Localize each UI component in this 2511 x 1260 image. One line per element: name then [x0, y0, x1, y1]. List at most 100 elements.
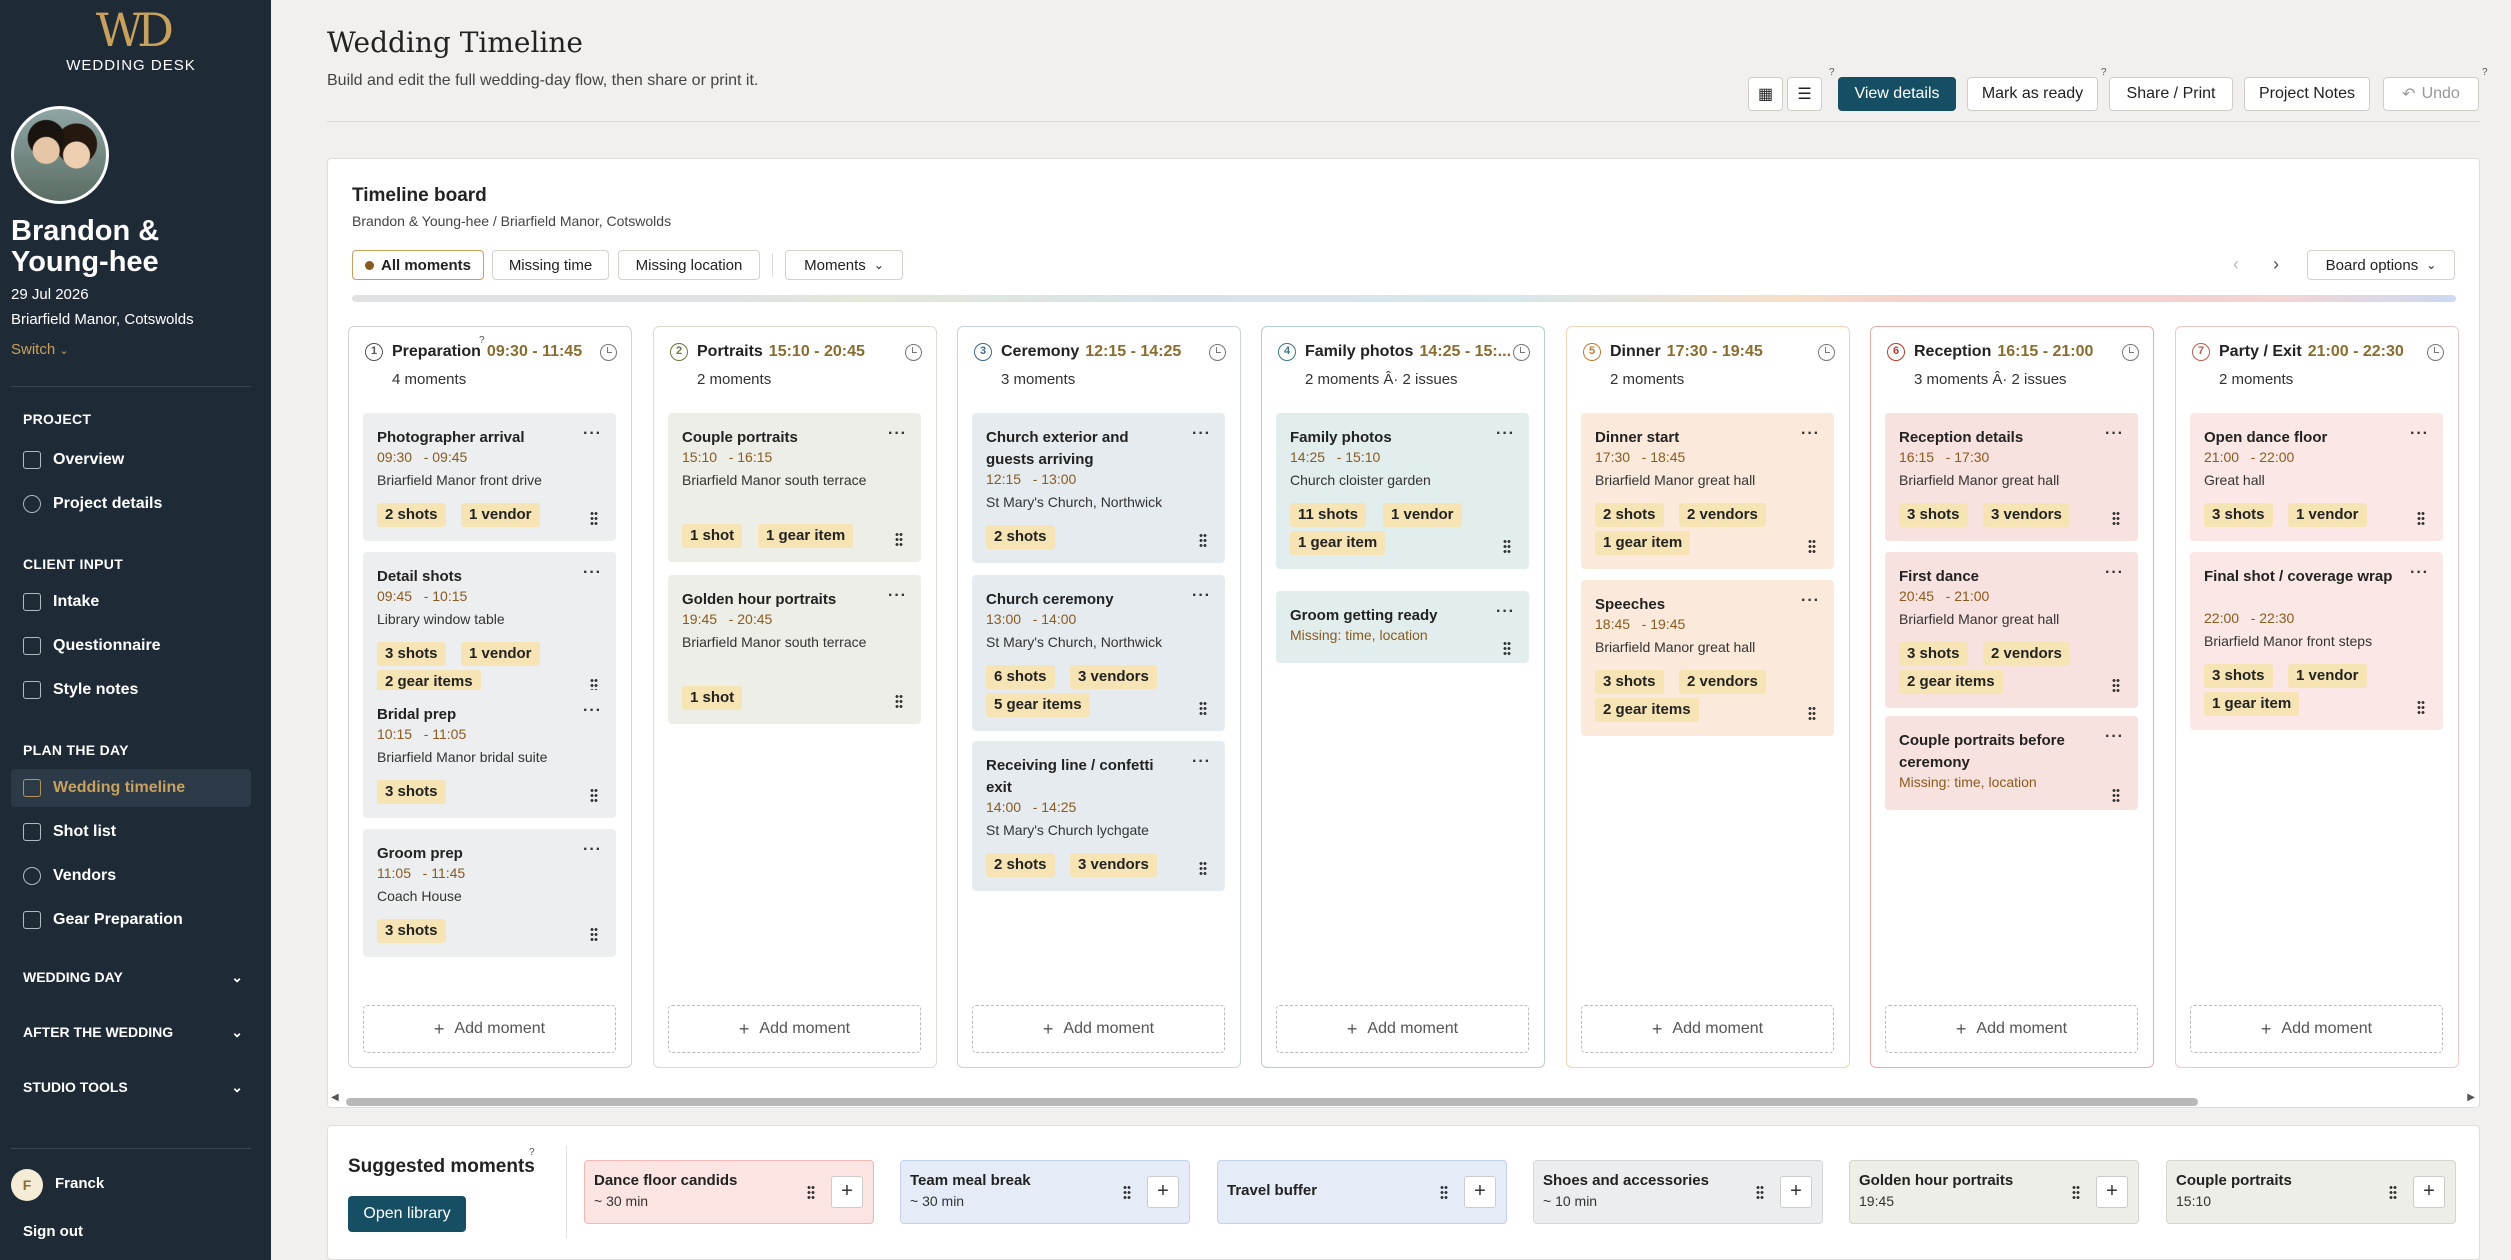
group-wedding-day[interactable]: WEDDING DAY ⌄ [23, 969, 243, 986]
suggested-moment-card[interactable]: Shoes and accessories ~ 10 min + [1533, 1160, 1823, 1224]
drag-handle-icon[interactable] [590, 927, 598, 941]
drag-handle-icon[interactable] [1199, 701, 1207, 715]
moment-card[interactable]: Receiving line / confetti exit ··· 14:00 -… [972, 741, 1225, 891]
drag-handle-icon[interactable] [1808, 539, 1816, 553]
drag-handle-icon[interactable] [1756, 1185, 1764, 1199]
more-options-icon[interactable]: ··· [1192, 753, 1211, 770]
user-avatar[interactable]: F [11, 1169, 43, 1201]
more-options-icon[interactable]: ··· [583, 425, 602, 442]
moment-card[interactable]: Church ceremony ··· 13:00 - 14:00 St Mary's… [972, 575, 1225, 731]
moment-card[interactable]: Final shot / coverage wrap ··· 22:00 - 22:… [2190, 552, 2443, 730]
add-suggested-moment-button[interactable]: + [2413, 1176, 2445, 1208]
help-icon[interactable]: ? [2482, 67, 2488, 78]
add-moment-button[interactable]: + Add moment [1276, 1005, 1529, 1053]
add-suggested-moment-button[interactable]: + [2096, 1176, 2128, 1208]
more-options-icon[interactable]: ··· [1496, 603, 1515, 620]
drag-handle-icon[interactable] [1199, 861, 1207, 875]
drag-handle-icon[interactable] [2112, 788, 2120, 802]
sidebar-item-style-notes[interactable]: Style notes [11, 671, 251, 709]
scroll-left-icon[interactable]: ‹ [2233, 254, 2239, 274]
more-options-icon[interactable]: ··· [1496, 425, 1515, 442]
more-options-icon[interactable]: ··· [1801, 592, 1820, 609]
open-library-button[interactable]: Open library [348, 1196, 466, 1232]
add-suggested-moment-button[interactable]: + [1780, 1176, 1812, 1208]
moment-card[interactable]: Photographer arrival ··· 09:30 - 09:45 Bria… [363, 413, 616, 541]
more-options-icon[interactable]: ··· [2410, 425, 2429, 442]
more-options-icon[interactable]: ··· [1192, 587, 1211, 604]
more-options-icon[interactable]: ··· [2105, 564, 2124, 581]
suggested-moment-card[interactable]: Team meal break ~ 30 min + [900, 1160, 1190, 1224]
sidebar-item-wedding-timeline[interactable]: Wedding timeline [11, 769, 251, 807]
add-suggested-moment-button[interactable]: + [831, 1176, 863, 1208]
sidebar-item-shot-list[interactable]: Shot list [11, 813, 251, 851]
board-options-dropdown[interactable]: Board options ⌄ [2307, 250, 2455, 280]
drag-handle-icon[interactable] [2417, 700, 2425, 714]
more-options-icon[interactable]: ··· [583, 841, 602, 858]
scroll-left-arrow-icon[interactable]: ◀ [331, 1092, 339, 1103]
grid-view-button[interactable]: ▦ [1748, 77, 1783, 111]
more-options-icon[interactable]: ··· [583, 702, 602, 719]
undo-button[interactable]: ↶ Undo [2383, 77, 2479, 111]
add-suggested-moment-button[interactable]: + [1464, 1176, 1496, 1208]
moment-card[interactable]: First dance ··· 20:45 - 21:00 Briarfield Ma… [1885, 552, 2138, 708]
moment-card[interactable]: Groom getting ready ··· Missing: time, loc… [1276, 591, 1529, 663]
help-icon[interactable]: ? [2101, 67, 2107, 78]
drag-handle-icon[interactable] [2389, 1185, 2397, 1199]
moments-dropdown[interactable]: Moments ⌄ [785, 250, 903, 280]
add-moment-button[interactable]: + Add moment [972, 1005, 1225, 1053]
help-icon[interactable]: ? [1829, 67, 1835, 78]
sidebar-item-gear-preparation[interactable]: Gear Preparation [11, 901, 251, 939]
clock-icon[interactable] [2427, 344, 2444, 361]
sidebar-item-overview[interactable]: Overview [11, 441, 251, 479]
project-notes-button[interactable]: Project Notes [2244, 77, 2370, 111]
share-print-button[interactable]: Share / Print [2109, 77, 2233, 111]
sign-out-link[interactable]: Sign out [23, 1223, 83, 1240]
suggested-moment-card[interactable]: Travel buffer + [1217, 1160, 1507, 1224]
moment-card[interactable]: Golden hour portraits ··· 19:45 - 20:45 Bri… [668, 575, 921, 724]
help-icon[interactable]: ? [529, 1147, 535, 1158]
help-icon[interactable]: ? [479, 335, 485, 346]
more-options-icon[interactable]: ··· [1192, 425, 1211, 442]
clock-icon[interactable] [1513, 344, 1530, 361]
more-options-icon[interactable]: ··· [2410, 564, 2429, 581]
add-moment-button[interactable]: + Add moment [1885, 1005, 2138, 1053]
clock-icon[interactable] [1818, 344, 1835, 361]
moment-card[interactable]: Detail shots ··· 09:45 - 10:15 Library wind… [363, 552, 616, 708]
drag-handle-icon[interactable] [1440, 1185, 1448, 1199]
horizontal-scrollbar[interactable]: ◀ ▶ [331, 1092, 2475, 1106]
suggested-moment-card[interactable]: Golden hour portraits 19:45 + [1849, 1160, 2139, 1224]
more-options-icon[interactable]: ··· [888, 425, 907, 442]
add-moment-button[interactable]: + Add moment [2190, 1005, 2443, 1053]
clock-icon[interactable] [905, 344, 922, 361]
drag-handle-icon[interactable] [2417, 511, 2425, 525]
scroll-right-arrow-icon[interactable]: ▶ [2467, 1092, 2475, 1103]
sidebar-item-project-details[interactable]: Project details [11, 485, 251, 523]
drag-handle-icon[interactable] [2112, 511, 2120, 525]
more-options-icon[interactable]: ··· [888, 587, 907, 604]
view-details-button[interactable]: View details [1838, 77, 1956, 111]
drag-handle-icon[interactable] [2112, 678, 2120, 692]
drag-handle-icon[interactable] [1503, 641, 1511, 655]
add-suggested-moment-button[interactable]: + [1147, 1176, 1179, 1208]
filter-missing-location[interactable]: Missing location [618, 250, 760, 280]
moment-card[interactable]: Groom prep ··· 11:05 - 11:45 Coach House 3 s… [363, 829, 616, 957]
filter-missing-time[interactable]: Missing time [492, 250, 609, 280]
group-studio-tools[interactable]: STUDIO TOOLS ⌄ [23, 1079, 243, 1096]
scrollbar-thumb[interactable] [346, 1098, 2198, 1106]
more-options-icon[interactable]: ··· [2105, 425, 2124, 442]
suggested-moment-card[interactable]: Dance floor candids ~ 30 min + [584, 1160, 874, 1224]
group-after-the-wedding[interactable]: AFTER THE WEDDING ⌄ [23, 1024, 243, 1041]
clock-icon[interactable] [1209, 344, 1226, 361]
moment-card[interactable]: Speeches ··· 18:45 - 19:45 Briarfield Manor… [1581, 580, 1834, 736]
drag-handle-icon[interactable] [807, 1185, 815, 1199]
drag-handle-icon[interactable] [895, 694, 903, 708]
moment-card[interactable]: Open dance floor ··· 21:00 - 22:00 Great ha… [2190, 413, 2443, 541]
drag-handle-icon[interactable] [590, 678, 598, 692]
more-options-icon[interactable]: ··· [1801, 425, 1820, 442]
moment-card[interactable]: Dinner start ··· 17:30 - 18:45 Briarfield M… [1581, 413, 1834, 569]
add-moment-button[interactable]: + Add moment [668, 1005, 921, 1053]
moment-card[interactable]: Family photos ··· 14:25 - 15:10 Church cloi… [1276, 413, 1529, 569]
drag-handle-icon[interactable] [1808, 706, 1816, 720]
drag-handle-icon[interactable] [1199, 533, 1207, 547]
sidebar-item-intake[interactable]: Intake [11, 583, 251, 621]
